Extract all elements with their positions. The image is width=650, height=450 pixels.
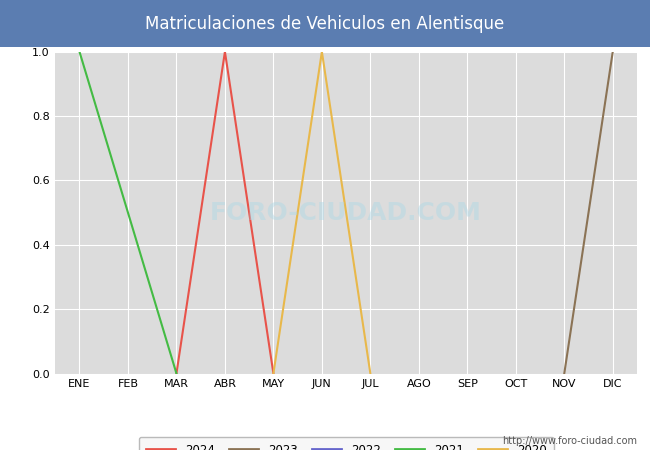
Legend: 2024, 2023, 2022, 2021, 2020: 2024, 2023, 2022, 2021, 2020 [138,437,554,450]
Text: Matriculaciones de Vehiculos en Alentisque: Matriculaciones de Vehiculos en Alentisq… [146,14,504,33]
Text: FORO-CIUDAD.COM: FORO-CIUDAD.COM [210,201,482,225]
Text: http://www.foro-ciudad.com: http://www.foro-ciudad.com [502,436,637,446]
